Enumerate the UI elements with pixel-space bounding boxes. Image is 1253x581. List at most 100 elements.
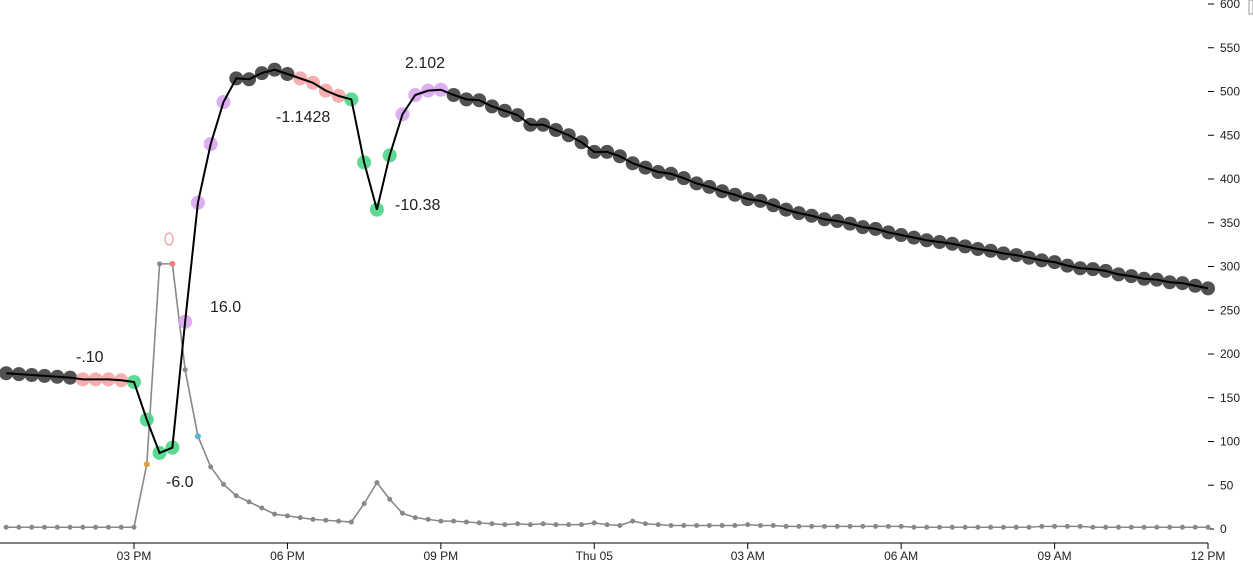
secondary-point — [860, 523, 866, 529]
secondary-point — [220, 481, 226, 487]
secondary-point — [1115, 524, 1121, 530]
secondary-point — [1000, 524, 1006, 530]
secondary-point — [566, 522, 572, 528]
secondary-point — [1167, 524, 1173, 530]
secondary-point — [1039, 523, 1045, 529]
annotation: 16.0 — [210, 299, 241, 316]
secondary-point — [668, 523, 674, 528]
secondary-point — [348, 519, 354, 525]
secondary-point — [1077, 523, 1083, 529]
y-tick-label: 150 — [1220, 391, 1240, 405]
y-tick-label: 550 — [1220, 41, 1240, 55]
secondary-point — [911, 524, 917, 530]
secondary-point — [1192, 524, 1198, 530]
secondary-point — [809, 523, 815, 529]
secondary-point — [284, 513, 290, 519]
secondary-point — [540, 521, 546, 527]
secondary-point — [131, 524, 137, 530]
secondary-point — [988, 524, 994, 530]
secondary-point — [399, 510, 405, 516]
secondary-point — [310, 516, 316, 522]
corner-box — [1248, 0, 1253, 15]
secondary-point — [578, 522, 584, 528]
secondary-point — [1013, 524, 1019, 530]
secondary-point — [770, 523, 776, 528]
y-tick-label: 100 — [1220, 435, 1240, 449]
secondary-point — [336, 518, 342, 524]
secondary-point — [655, 522, 661, 528]
secondary-point — [1026, 524, 1032, 530]
main-line — [6, 68, 1209, 455]
secondary-point — [412, 515, 418, 521]
secondary-point — [118, 524, 124, 530]
secondary-point — [719, 523, 725, 528]
secondary-point — [821, 523, 827, 529]
secondary-point — [591, 520, 597, 526]
secondary-point — [361, 501, 367, 507]
y-tick-label: 600 — [1220, 0, 1240, 11]
secondary-point — [323, 517, 329, 523]
y-tick-label: 500 — [1220, 85, 1240, 99]
secondary-point — [67, 524, 73, 530]
secondary-point — [732, 523, 738, 528]
secondary-point — [1103, 524, 1109, 530]
x-tick-label: 06 PM — [270, 549, 305, 563]
annotation: -.10 — [76, 349, 104, 366]
y-tick-label: 250 — [1220, 303, 1240, 317]
x-tick-label: 09 AM — [1038, 549, 1072, 563]
secondary-point — [1128, 524, 1134, 530]
y-tick-label: 400 — [1220, 172, 1240, 186]
secondary-point — [374, 480, 380, 486]
secondary-point — [796, 523, 802, 529]
secondary-point — [182, 367, 188, 373]
x-tick-label: 12 PM — [1191, 549, 1226, 563]
x-tick-label: 03 AM — [731, 549, 765, 563]
secondary-point — [783, 523, 789, 529]
secondary-point — [975, 524, 981, 530]
y-tick-label: 50 — [1220, 478, 1234, 492]
secondary-point — [642, 521, 648, 527]
secondary-point — [617, 523, 623, 528]
secondary-point — [246, 499, 252, 505]
secondary-point — [873, 523, 879, 529]
y-tick-label: 300 — [1220, 260, 1240, 274]
secondary-point — [387, 496, 393, 502]
secondary-point — [1064, 523, 1070, 529]
secondary-point — [3, 524, 9, 530]
y-tick-label: 0 — [1220, 522, 1227, 536]
secondary-point — [706, 523, 712, 528]
secondary-point — [757, 523, 763, 528]
annotation: -10.38 — [395, 197, 440, 214]
secondary-point — [949, 524, 955, 530]
annotation: -1.1428 — [276, 109, 330, 126]
secondary-point — [259, 505, 265, 511]
secondary-point — [169, 260, 176, 267]
secondary-point — [936, 524, 942, 530]
secondary-point — [1179, 524, 1185, 530]
secondary-point — [630, 518, 636, 524]
annotation-marker — [164, 232, 174, 246]
secondary-point — [745, 522, 751, 528]
secondary-point — [80, 524, 86, 530]
secondary-point — [694, 523, 700, 528]
secondary-point — [463, 519, 469, 525]
secondary-point — [143, 461, 150, 468]
secondary-point — [502, 522, 508, 528]
secondary-point — [272, 511, 278, 517]
secondary-point — [157, 261, 163, 267]
secondary-point — [898, 523, 904, 529]
x-tick-label: 06 AM — [884, 549, 918, 563]
secondary-point — [233, 493, 239, 499]
y-tick-label: 350 — [1220, 216, 1240, 230]
y-tick-label: 450 — [1220, 128, 1240, 142]
x-tick-label: 09 PM — [424, 549, 459, 563]
secondary-point — [847, 523, 853, 529]
x-tick-label: Thu 05 — [576, 549, 614, 563]
secondary-point — [194, 433, 201, 440]
secondary-point — [604, 522, 610, 528]
secondary-point — [1141, 524, 1147, 530]
y-tick-label: 200 — [1220, 347, 1240, 361]
secondary-point — [93, 524, 99, 530]
